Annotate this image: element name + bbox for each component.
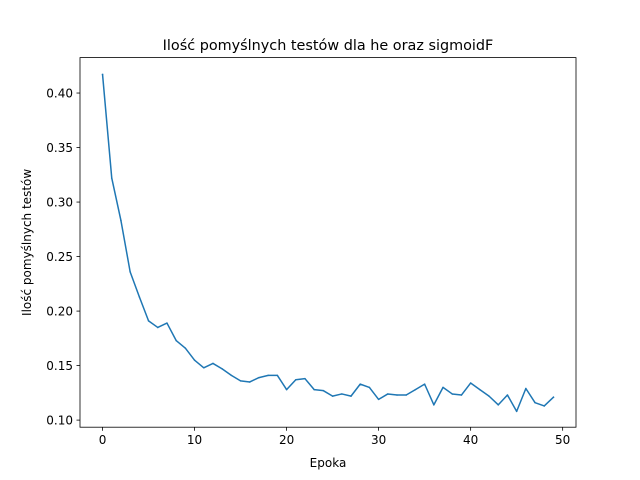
data-point (110, 177, 113, 179)
x-axis: 0 10 20 30 40 50 (99, 427, 570, 447)
x-axis-label: Epoka (310, 456, 347, 470)
data-point (506, 394, 509, 396)
y-axis-label: Ilość pomyślnych testów (20, 169, 34, 316)
data-point (276, 374, 279, 377)
series-line (101, 73, 555, 413)
data-point (451, 393, 453, 395)
data-point (469, 382, 472, 384)
data-point (405, 394, 407, 396)
data-point (515, 410, 518, 413)
data-point (157, 326, 159, 329)
data-point (249, 381, 251, 383)
axes-frame (79, 57, 577, 428)
data-point (525, 387, 527, 390)
data-point (534, 401, 536, 404)
y-axis: 0.10 0.15 0.20 0.25 0.30 0.35 0.40 (46, 86, 80, 427)
y-tick-label: 0.25 (46, 250, 73, 264)
y-tick-label: 0.40 (46, 86, 73, 100)
y-tick-label: 0.10 (46, 413, 73, 427)
data-point (433, 404, 435, 406)
data-point (120, 219, 122, 222)
data-point (396, 394, 398, 396)
data-point (175, 339, 177, 342)
data-point (322, 389, 325, 392)
data-point (230, 374, 233, 377)
data-point (414, 388, 417, 391)
data-point (387, 393, 389, 395)
data-point (423, 383, 426, 385)
chart-title: Ilość pomyślnych testów dla he oraz sigm… (163, 38, 494, 54)
x-tick-label: 20 (279, 433, 294, 447)
data-point (147, 320, 150, 322)
data-point (313, 388, 315, 391)
data-point (295, 379, 297, 381)
data-point (497, 404, 499, 406)
data-point (184, 347, 187, 349)
data-point (460, 394, 463, 396)
data-point (267, 374, 269, 377)
y-tick-label: 0.30 (46, 195, 73, 209)
x-tick-label: 40 (463, 433, 478, 447)
data-point (101, 73, 104, 76)
data-point (341, 393, 343, 395)
x-tick-label: 0 (99, 433, 107, 447)
data-point (221, 368, 223, 370)
data-point (543, 405, 546, 407)
data-point (442, 386, 444, 389)
y-tick-label: 0.35 (46, 141, 73, 155)
data-point (212, 362, 214, 365)
data-point (479, 388, 481, 391)
x-tick-label: 10 (187, 433, 202, 447)
x-tick-label: 30 (371, 433, 386, 447)
data-point (552, 396, 555, 398)
data-point (304, 377, 306, 380)
y-tick-label: 0.20 (46, 304, 73, 318)
data-point (129, 271, 131, 273)
data-point (239, 380, 242, 382)
data-point (350, 395, 352, 397)
data-point (359, 383, 361, 385)
data-point (193, 359, 196, 361)
y-tick-label: 0.15 (46, 359, 73, 373)
data-point (166, 322, 168, 324)
data-point (138, 296, 141, 298)
plot-area (101, 73, 555, 413)
data-point (368, 386, 371, 389)
data-point (203, 367, 205, 369)
x-tick-label: 50 (555, 433, 570, 447)
data-point (285, 388, 288, 391)
data-point (377, 398, 380, 401)
data-point (488, 395, 490, 397)
data-point (331, 395, 334, 397)
data-point (258, 376, 260, 379)
